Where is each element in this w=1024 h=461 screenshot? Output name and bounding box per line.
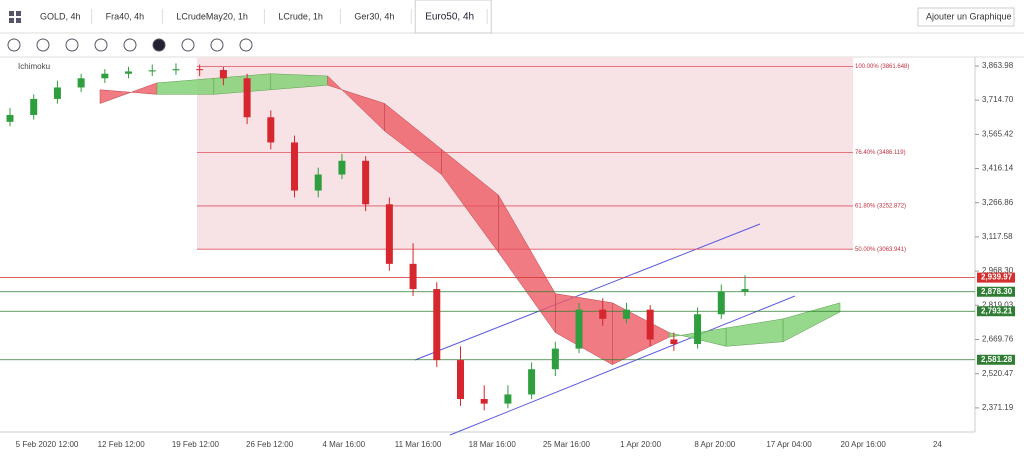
y-tick-label: 3,714.70 <box>982 95 1014 104</box>
candle-body <box>338 160 346 175</box>
candle-body <box>196 69 204 71</box>
y-tick-label: 3,416.14 <box>982 164 1014 173</box>
candle-body <box>385 204 393 264</box>
y-tick-label: 3,117.58 <box>982 232 1013 241</box>
fib-zone <box>197 57 853 249</box>
indicator-label: Ichimoku <box>18 62 50 71</box>
price-tag-label: 2,878.30 <box>981 287 1013 296</box>
candle-body <box>362 160 370 205</box>
cloud-segment <box>725 318 784 347</box>
candle-body <box>125 71 133 74</box>
candle-body <box>148 70 156 72</box>
tab-bar <box>0 0 1024 33</box>
x-tick-label: 8 Apr 20:00 <box>694 440 735 449</box>
candle-body <box>53 87 61 99</box>
candle-body <box>433 289 441 361</box>
candle-body <box>622 309 630 319</box>
x-tick-label: 1 Apr 20:00 <box>620 440 661 449</box>
y-tick-label: 3,565.42 <box>982 129 1014 138</box>
fib-label: 50.00% (3063.941) <box>855 247 906 253</box>
y-tick-label: 2,819.03 <box>982 300 1014 309</box>
tool-icon[interactable] <box>65 38 79 52</box>
candle-body <box>599 309 607 319</box>
price-tag-label: 2,793.21 <box>981 306 1013 315</box>
candle-body <box>528 369 536 395</box>
x-tick-label: 12 Feb 12:00 <box>98 440 146 449</box>
tool-icon[interactable] <box>7 38 21 52</box>
candle-body <box>219 70 227 79</box>
price-tag <box>977 306 1015 317</box>
tool-icon[interactable] <box>36 38 50 52</box>
fib-label: 61.80% (3252.872) <box>855 204 906 210</box>
active-tab <box>414 0 492 34</box>
y-tick-label: 2,520.47 <box>982 369 1014 378</box>
y-tick-label: 2,669.76 <box>982 335 1014 344</box>
add-chart-label[interactable]: Ajouter un Graphique <box>926 11 1012 21</box>
tool-icon[interactable] <box>94 38 108 52</box>
candle-body <box>77 78 85 88</box>
add-chart-button[interactable] <box>917 7 1015 27</box>
candle-body <box>267 117 275 143</box>
x-tick-label: 25 Mar 16:00 <box>543 440 591 449</box>
tool-icon[interactable] <box>181 38 195 52</box>
candle-body <box>101 73 109 79</box>
y-tick-label: 3,863.98 <box>982 61 1014 70</box>
candle-body <box>717 291 725 315</box>
x-tick-label: 4 Mar 16:00 <box>322 440 365 449</box>
fib-label: 76.40% (3486.119) <box>855 150 906 156</box>
channel-bottom <box>449 295 796 436</box>
cloud-segment <box>782 302 841 343</box>
x-tick-label: 26 Feb 12:00 <box>246 440 294 449</box>
tab-label[interactable]: Ger30, 4h <box>354 11 394 21</box>
x-tick-label: 20 Apr 16:00 <box>841 440 887 449</box>
cloud-segment <box>99 82 158 104</box>
candle-body <box>551 348 559 370</box>
cloud-segment <box>555 293 613 366</box>
tool-icon[interactable] <box>123 38 137 52</box>
candle-body <box>172 69 180 71</box>
candle-body <box>243 78 251 118</box>
candle-body <box>30 98 38 115</box>
price-tag-label: 2,939.97 <box>981 273 1013 282</box>
candle-body <box>456 360 464 400</box>
tool-icon[interactable] <box>239 38 253 52</box>
x-tick-label: 24 <box>933 440 942 449</box>
candle-body <box>670 339 678 345</box>
cloud-segment <box>156 78 215 95</box>
tool-icon[interactable] <box>210 38 224 52</box>
fib-label: 100.00% (3861.648) <box>855 64 909 70</box>
candle-body <box>6 114 14 122</box>
candle-body <box>575 309 583 349</box>
cloud-segment <box>612 302 670 366</box>
candle-body <box>646 309 654 340</box>
x-tick-label: 17 Apr 04:00 <box>766 440 812 449</box>
x-tick-label: 5 Feb 2020 12:00 <box>16 440 79 449</box>
grid-icon[interactable] <box>9 11 21 23</box>
tab-label[interactable]: GOLD, 4h <box>40 11 81 21</box>
candle-body <box>694 314 702 345</box>
y-tick-label: 2,968.30 <box>982 266 1014 275</box>
candle-body <box>314 174 322 191</box>
candle-body <box>291 142 299 191</box>
candle-body <box>504 394 512 404</box>
price-tag <box>977 272 1015 283</box>
price-tag-label: 2,581.28 <box>981 355 1013 364</box>
x-tick-label: 11 Mar 16:00 <box>395 440 442 449</box>
y-tick-label: 2,371.19 <box>982 403 1014 412</box>
tab-label[interactable]: Euro50, 4h <box>425 12 474 23</box>
tool-icon[interactable] <box>152 38 166 52</box>
x-tick-label: 19 Feb 12:00 <box>172 440 220 449</box>
candle-body <box>409 263 417 290</box>
x-tick-label: 18 Mar 16:00 <box>469 440 517 449</box>
price-tag <box>977 286 1015 297</box>
candle-body <box>741 289 749 292</box>
y-tick-label: 3,266.86 <box>982 198 1014 207</box>
price-tag <box>977 354 1015 365</box>
tab-label[interactable]: LCrudeMay20, 1h <box>176 11 248 21</box>
candle-body <box>480 399 488 404</box>
tab-label[interactable]: Fra40, 4h <box>106 11 145 21</box>
tab-label[interactable]: LCrude, 1h <box>278 11 323 21</box>
